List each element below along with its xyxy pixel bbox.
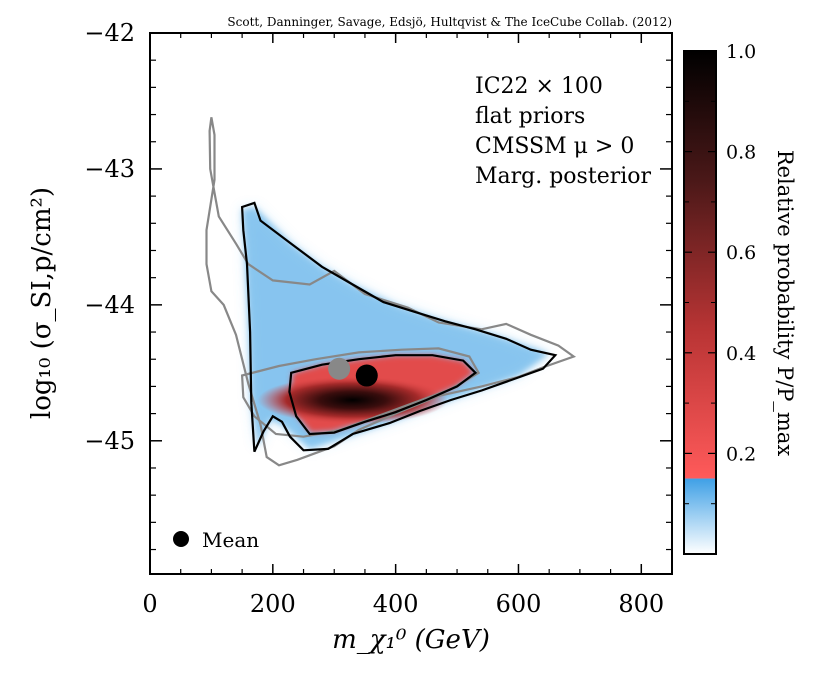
y-axis-label: log₁₀ (σ_SI,p/cm²): [27, 187, 57, 419]
contour-black-inner: [288, 354, 478, 436]
colorbar-tick-label: 0.8: [726, 142, 756, 164]
axis-ticks: 0 200 400 600 800 −42 −43 −44 −45: [84, 19, 672, 618]
y-tick-label: −42: [84, 19, 135, 47]
colorbar-high-segment: [684, 51, 716, 479]
credit-text: Scott, Danninger, Savage, Edsjö, Hultqvi…: [227, 15, 672, 29]
y-tick-label: −44: [84, 291, 135, 319]
annotation-line: Marg. posterior: [475, 164, 652, 189]
legend: Mean: [173, 528, 259, 552]
y-tick-label: −45: [84, 427, 135, 455]
x-tick-label: 400: [373, 590, 419, 618]
annotation-block: IC22 × 100 flat priors CMSSM μ > 0 Marg.…: [475, 74, 652, 189]
colorbar-tick-label: 0.4: [726, 343, 756, 365]
legend-mean-label: Mean: [202, 528, 259, 552]
x-tick-label: 200: [250, 590, 296, 618]
legend-mean-marker: [173, 531, 189, 547]
annotation-line: CMSSM μ > 0: [475, 134, 634, 159]
y-tick-label: −43: [84, 155, 135, 183]
contour-black-outer: [240, 201, 558, 453]
annotation-line: IC22 × 100: [475, 74, 603, 99]
colorbar: 1.0 0.8 0.6 0.4 0.2: [683, 41, 756, 555]
colorbar-tick-label: 0.6: [726, 242, 756, 264]
colorbar-tick-label: 1.0: [726, 41, 756, 63]
colorbar-tick-label: 0.2: [726, 443, 756, 465]
annotation-line: flat priors: [475, 104, 585, 129]
x-axis-label: m_χ₁⁰ (GeV): [332, 625, 490, 655]
x-tick-label: 0: [142, 590, 157, 618]
contour-gray-outer: [205, 117, 577, 467]
colorbar-low-segment: [684, 478, 716, 554]
mean-point: [328, 357, 351, 380]
colorbar-label: Relative probability P/P_max: [773, 150, 797, 457]
x-tick-label: 800: [618, 590, 664, 618]
x-tick-label: 600: [496, 590, 542, 618]
data-layer: [205, 117, 577, 467]
mean-point: [355, 364, 378, 387]
plot-frame: [149, 32, 673, 575]
